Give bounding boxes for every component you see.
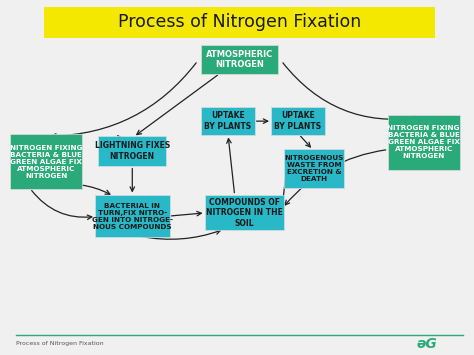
- FancyBboxPatch shape: [201, 108, 255, 135]
- FancyBboxPatch shape: [201, 44, 278, 75]
- Text: UPTAKE
BY PLANTS: UPTAKE BY PLANTS: [274, 111, 321, 131]
- Text: BACTERIAL IN
TURN,FIX NITRO-
GEN INTO NITROGE-
NOUS COMPOUNDS: BACTERIAL IN TURN,FIX NITRO- GEN INTO NI…: [92, 203, 173, 230]
- Text: LIGHTNING FIXES
NITROGEN: LIGHTNING FIXES NITROGEN: [95, 141, 170, 161]
- FancyBboxPatch shape: [388, 115, 460, 170]
- Text: UPTAKE
BY PLANTS: UPTAKE BY PLANTS: [204, 111, 251, 131]
- Text: NITROGENOUS
WASTE FROM
EXCRETION &
DEATH: NITROGENOUS WASTE FROM EXCRETION & DEATH: [284, 155, 344, 182]
- Text: ATMOSPHERIC
NITROGEN: ATMOSPHERIC NITROGEN: [206, 50, 273, 69]
- Text: əG: əG: [417, 337, 438, 351]
- Text: Process of Nitrogen Fixation: Process of Nitrogen Fixation: [16, 340, 103, 345]
- FancyBboxPatch shape: [10, 134, 82, 189]
- FancyBboxPatch shape: [95, 195, 170, 237]
- Text: NITROGEN FIXING
BACTERIA & BLUE
GREEN ALGAE FIX
ATMOSPHERIC
NITROGEN: NITROGEN FIXING BACTERIA & BLUE GREEN AL…: [10, 144, 82, 179]
- Text: Process of Nitrogen Fixation: Process of Nitrogen Fixation: [118, 13, 361, 31]
- FancyBboxPatch shape: [284, 149, 344, 188]
- Text: COMPOUNDS OF
NITROGEN IN THE
SOIL: COMPOUNDS OF NITROGEN IN THE SOIL: [206, 198, 283, 228]
- FancyBboxPatch shape: [44, 7, 435, 38]
- FancyBboxPatch shape: [99, 136, 166, 166]
- FancyBboxPatch shape: [271, 108, 325, 135]
- FancyBboxPatch shape: [205, 195, 284, 230]
- Text: NITROGEN FIXING
BACTERIA & BLUE
GREEN ALGAE FIX
ATMOSPHERIC
NITROGEN: NITROGEN FIXING BACTERIA & BLUE GREEN AL…: [387, 125, 460, 159]
